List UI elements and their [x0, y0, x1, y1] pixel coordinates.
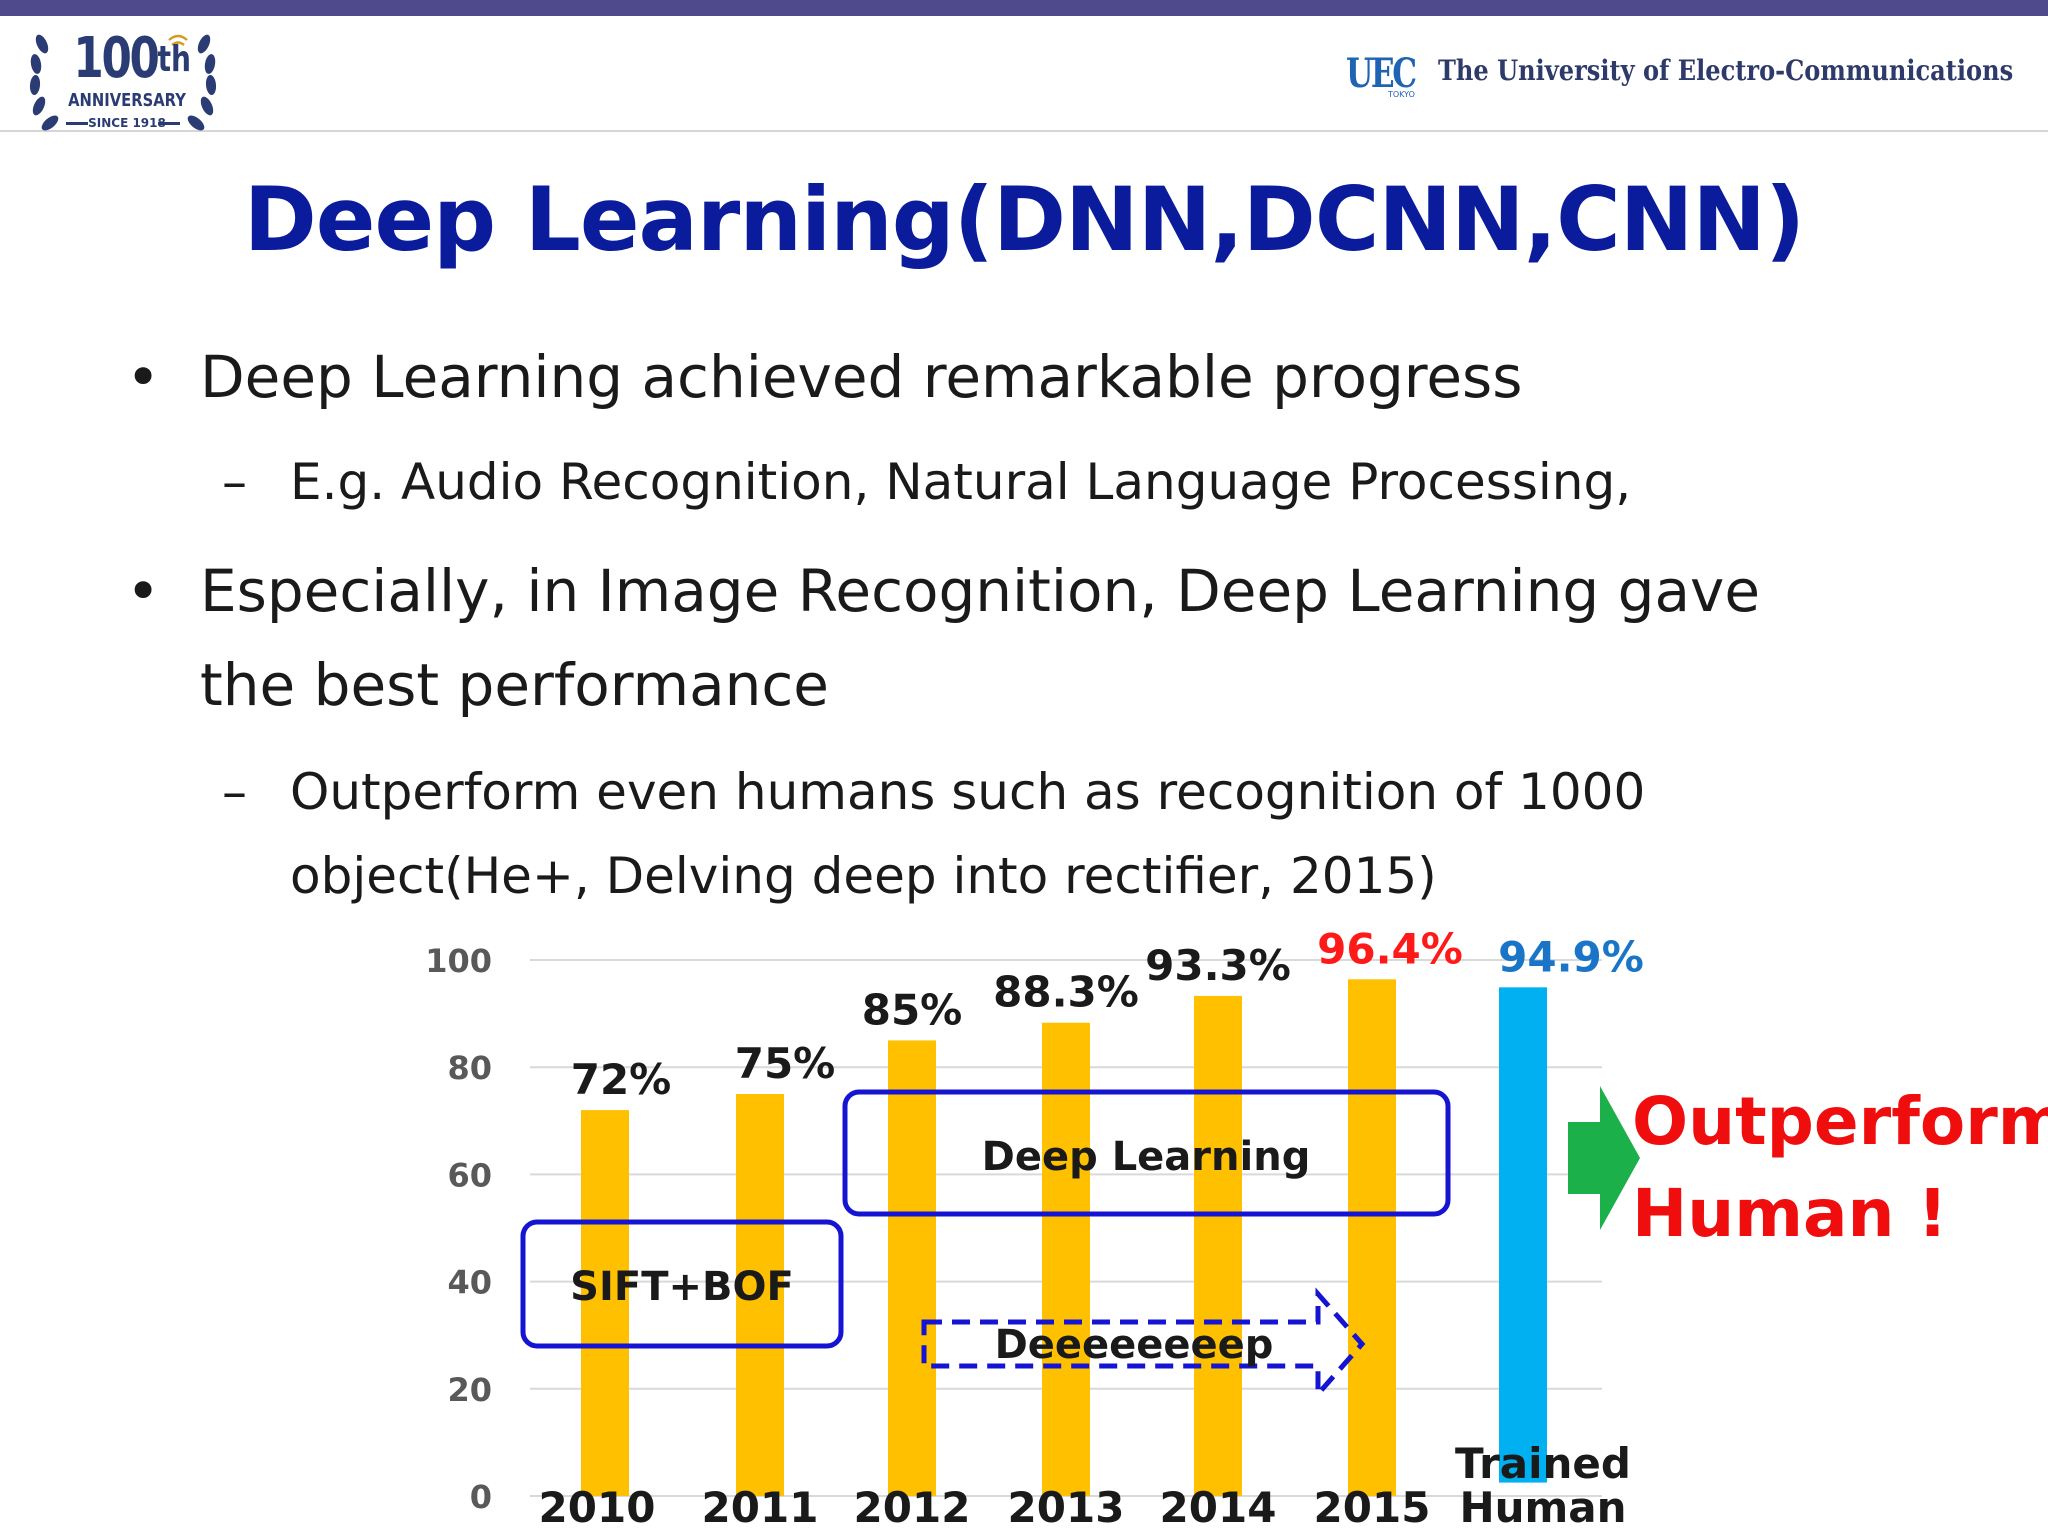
- anniversary-word: ANNIVERSARY: [68, 90, 186, 111]
- sift-bof-label: SIFT+BOF: [570, 1264, 794, 1310]
- category-label: 2015: [1314, 1483, 1431, 1532]
- category-label: 2014: [1160, 1483, 1277, 1532]
- data-label: 93.3%: [1145, 941, 1291, 990]
- bullet-2-sub-line-2: object(He+, Delving deep into rectifier,…: [290, 847, 1437, 905]
- bar: [1194, 995, 1242, 1496]
- header-divider: [0, 130, 2048, 132]
- bullet-2-sub-line-1: Outperform even humans such as recogniti…: [290, 763, 1646, 821]
- category-label: Human: [1459, 1483, 1626, 1532]
- outperform-callout: Outperform Human !: [1632, 1076, 2048, 1260]
- bar: [1348, 979, 1396, 1496]
- bar: [736, 1094, 784, 1496]
- uec-mark-sub: TOKYO: [1388, 90, 1415, 99]
- outperform-line-1: Outperform: [1632, 1083, 2048, 1160]
- university-logo: UEC TOKYO The University of Electro-Comm…: [1342, 50, 2013, 106]
- y-tick-label: 0: [470, 1478, 492, 1516]
- deep-learning-box: [842, 1089, 1451, 1217]
- y-tick-label: 80: [447, 1049, 492, 1087]
- category-label: 2012: [854, 1483, 971, 1532]
- data-label: 94.9%: [1498, 932, 1644, 981]
- data-label: 72%: [571, 1055, 672, 1104]
- category-label: 2011: [702, 1483, 819, 1532]
- y-tick-label: 20: [447, 1371, 492, 1409]
- anniversary-number: 100th: [73, 26, 191, 91]
- deeeep-label: Deeeeeeeep: [995, 1322, 1274, 1368]
- sift-bof-box: [520, 1219, 844, 1349]
- bar: [581, 1110, 629, 1496]
- green-arrow-icon: [1568, 1086, 1640, 1230]
- anniversary-logo: 100th ANNIVERSARY SINCE 1918: [22, 22, 222, 138]
- university-name: The University of Electro-Communications: [1438, 54, 2014, 87]
- bar: [888, 1040, 936, 1496]
- category-label: 2013: [1008, 1483, 1125, 1532]
- deep-learning-label: Deep Learning: [982, 1134, 1311, 1180]
- uec-mark: UEC: [1346, 50, 1417, 97]
- laurel-icon: [29, 34, 217, 131]
- y-tick-label: 60: [447, 1156, 492, 1194]
- slide-title: Deep Learning(DNN,DCNN,CNN): [243, 168, 1805, 271]
- bar: [1042, 1022, 1090, 1496]
- outperform-line-2: Human !: [1632, 1175, 1948, 1252]
- data-label: 85%: [862, 985, 963, 1034]
- y-tick-label: 40: [447, 1264, 492, 1302]
- data-label: 75%: [735, 1039, 836, 1088]
- top-accent-bar: [0, 0, 2048, 16]
- category-label: Trained: [1455, 1439, 1631, 1488]
- bullet-2-line-2: the best performance: [200, 651, 829, 719]
- category-label: 2010: [539, 1483, 656, 1532]
- data-label: 96.4%: [1317, 924, 1463, 973]
- anniversary-since: SINCE 1918: [88, 116, 166, 130]
- deeeep-arrow: [921, 1287, 1366, 1401]
- y-tick-label: 100: [425, 942, 492, 980]
- bar: [1499, 987, 1547, 1483]
- bullet-1-text: Deep Learning achieved remarkable progre…: [200, 343, 1523, 411]
- data-label: 88.3%: [993, 968, 1139, 1017]
- bullet-1-sub-text: E.g. Audio Recognition, Natural Language…: [290, 453, 1632, 511]
- bullet-2-line-1: Especially, in Image Recognition, Deep L…: [200, 557, 1761, 625]
